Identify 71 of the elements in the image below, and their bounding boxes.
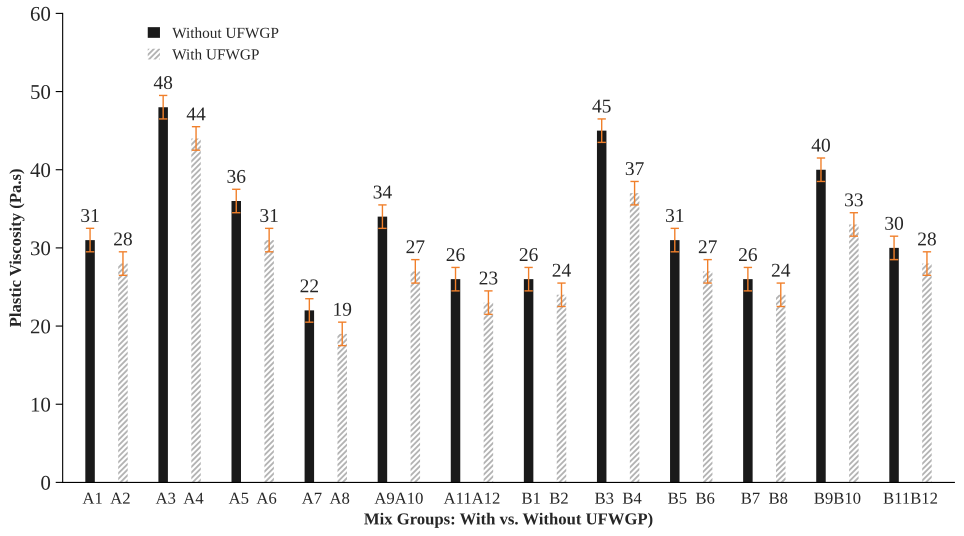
- x-tick-label: A5 A6: [228, 492, 276, 504]
- data-label: 28: [114, 232, 132, 246]
- y-tick-label: 30: [31, 241, 50, 256]
- y-tick-label: 0: [41, 476, 50, 490]
- x-tick-label: A7 A8: [302, 492, 350, 504]
- data-label: 44: [186, 107, 206, 120]
- data-label: 26: [446, 248, 465, 262]
- y-axis-title: Plastic Viscosity (Pa.s): [9, 169, 24, 328]
- data-label: 28: [918, 232, 936, 246]
- bar: [158, 107, 168, 482]
- x-tick-label: B1 B2: [522, 492, 568, 504]
- bar: [484, 302, 494, 482]
- bar: [450, 279, 460, 482]
- data-label: 30: [885, 216, 904, 230]
- y-tick-label: 40: [30, 163, 50, 178]
- bar: [922, 264, 932, 482]
- bar: [304, 310, 314, 482]
- bar: [524, 279, 534, 482]
- data-label: 24: [772, 264, 790, 277]
- data-label: 37: [626, 162, 644, 176]
- data-label: 31: [260, 208, 278, 222]
- y-tick-label: 60: [30, 6, 50, 21]
- bar: [85, 240, 95, 482]
- x-tick-label: B11B12: [884, 492, 938, 504]
- bar: [232, 201, 241, 482]
- data-label: 34: [374, 186, 392, 199]
- data-label: 40: [812, 138, 830, 152]
- bar: [702, 271, 712, 482]
- data-label: 45: [592, 100, 611, 113]
- data-label: 23: [480, 272, 498, 285]
- bar: [118, 264, 128, 482]
- bar: [556, 294, 566, 482]
- x-tick-label: B3 B4: [595, 492, 642, 504]
- data-label: 24: [552, 264, 571, 277]
- data-label: 36: [227, 170, 246, 183]
- data-label: 33: [845, 193, 863, 206]
- bar: [776, 294, 786, 482]
- bar: [191, 138, 201, 482]
- y-tick-label: 10: [32, 398, 50, 412]
- data-label: 27: [406, 240, 424, 254]
- bar: [337, 334, 347, 482]
- bar: [743, 279, 753, 482]
- bar: [670, 240, 680, 482]
- data-label: 26: [739, 248, 758, 262]
- x-tick-label: B9B10: [814, 492, 860, 504]
- bar: [378, 216, 388, 482]
- bar: [849, 224, 859, 482]
- x-tick-label: A3 A4: [156, 492, 204, 504]
- x-tick-label: B7 B8: [741, 492, 788, 504]
- data-label: 48: [154, 76, 172, 90]
- x-tick-label: A1 A2: [82, 492, 130, 504]
- y-tick-label: 50: [31, 84, 50, 99]
- data-label: 31: [81, 208, 99, 222]
- bar: [630, 193, 640, 482]
- bar: [816, 170, 826, 482]
- data-label: 19: [334, 302, 352, 316]
- bar: [889, 248, 899, 482]
- legend-label: Without UFWGP: [172, 27, 278, 38]
- legend-label: With UFWGP: [172, 48, 259, 60]
- bar: [596, 130, 606, 482]
- y-tick-label: 20: [30, 319, 50, 334]
- x-axis-title: Mix Groups: With vs. Without UFWGP): [364, 512, 652, 528]
- data-label: 26: [520, 248, 538, 262]
- data-label: 31: [666, 208, 684, 222]
- x-tick-label: B5 B6: [668, 492, 714, 504]
- bar: [264, 240, 274, 482]
- data-label: 22: [300, 279, 318, 292]
- x-tick-label: A9A10: [374, 492, 423, 504]
- data-label: 27: [698, 240, 717, 254]
- bar: [410, 271, 420, 482]
- x-tick-label: A11A12: [444, 492, 500, 504]
